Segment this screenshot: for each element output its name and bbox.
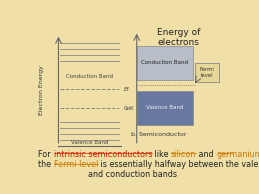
Text: For: For: [38, 150, 54, 158]
Text: is essentially halfway between the valence: is essentially halfway between the valen…: [98, 160, 259, 169]
Text: Ef: Ef: [124, 87, 129, 92]
Text: Conduction Band: Conduction Band: [141, 60, 188, 65]
Text: Energy of
electrons: Energy of electrons: [157, 28, 200, 47]
Text: Electron Energy: Electron Energy: [39, 65, 44, 115]
Text: silicon: silicon: [171, 150, 196, 158]
Text: Fermi
level: Fermi level: [200, 67, 214, 78]
Text: and: and: [196, 150, 217, 158]
Text: Valence Band: Valence Band: [146, 105, 184, 110]
Text: and conduction bands: and conduction bands: [88, 170, 177, 179]
Text: the: the: [38, 160, 54, 169]
Text: intrinsic semiconductors: intrinsic semiconductors: [54, 150, 152, 158]
Bar: [137, 46, 193, 80]
Text: 0ᴎK: 0ᴎK: [124, 106, 134, 111]
Text: b. Semiconductor: b. Semiconductor: [131, 132, 186, 137]
Text: germanium: germanium: [217, 150, 259, 158]
Text: Fermi level: Fermi level: [54, 160, 98, 169]
Text: Valence Band: Valence Band: [71, 139, 108, 145]
Text: Conduction Band: Conduction Band: [66, 74, 113, 79]
Text: like: like: [152, 150, 171, 158]
FancyBboxPatch shape: [195, 63, 219, 81]
Bar: [137, 90, 193, 125]
